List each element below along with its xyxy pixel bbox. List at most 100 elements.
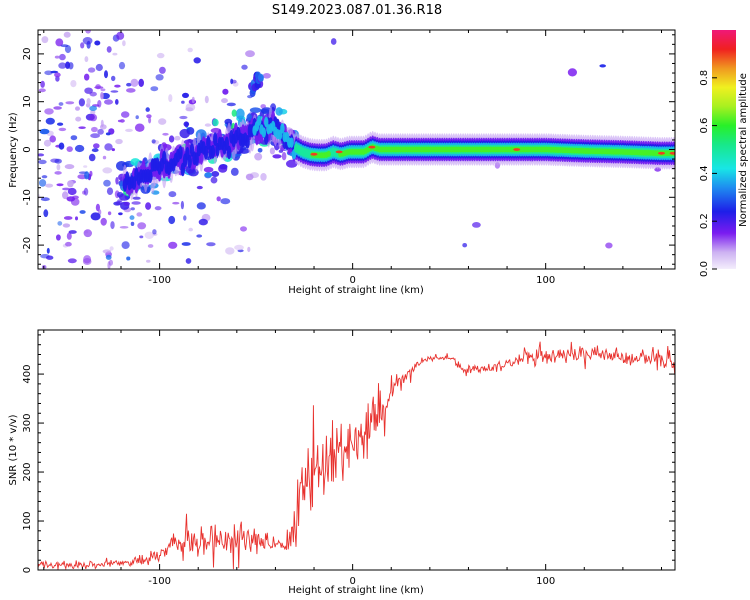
spectrogram-noise-blob [126, 256, 131, 261]
spectrogram-noise-blob [135, 115, 139, 120]
spectrogram-noise-blob [108, 259, 113, 266]
spectrogram-noise-blob [102, 155, 107, 160]
spectrogram-ridge-cell [203, 145, 209, 160]
spectrogram-noise-blob [89, 105, 97, 111]
spectrogram-x-tick-label: 0 [349, 275, 355, 286]
spectrogram-branch-blob [286, 159, 298, 168]
spectrogram-noise-blob [90, 212, 101, 221]
spectrogram-peak-cell [669, 151, 675, 155]
colorbar-gradient [712, 30, 736, 269]
spectrogram-noise-blob [43, 139, 52, 147]
spectrogram-noise-blob [148, 117, 152, 124]
spectrogram-noise-blob [130, 221, 135, 226]
spectrogram-branch-blob [275, 107, 283, 116]
spectrogram-y-tick-label: 0 [22, 146, 33, 152]
snr-frame [37, 329, 676, 571]
spectrogram-noise-blob [184, 121, 189, 128]
spectrogram-noise-blob [59, 53, 66, 61]
spectrogram-noise-blob [118, 61, 126, 70]
spectrogram-noise-blob [67, 258, 77, 264]
spectrogram-noise-blob [84, 87, 93, 94]
spectrogram-noise-blob [168, 191, 177, 198]
spectrogram-branch-blob [123, 201, 130, 206]
spectrogram-ridge-cell [187, 154, 192, 169]
snr-y-tick-label: 100 [22, 511, 33, 530]
spectrogram-noise-blob [65, 101, 75, 105]
spectrogram-branch-blob [179, 128, 190, 139]
spectrogram-noise-blob [112, 52, 118, 56]
spectrogram-noise-blob [89, 91, 97, 97]
spectrogram-branch-blob [204, 172, 213, 178]
spectrogram-noise-blob [84, 171, 90, 180]
spectrogram-noise-blob [84, 56, 89, 63]
spectrogram-noise-blob [145, 107, 150, 112]
spectrogram-noise-blob [134, 123, 145, 132]
spectrogram-branch-blob [257, 148, 263, 153]
spectrogram-noise-blob [272, 154, 282, 159]
colorbar-ticks: 0.0 0.2 0.4 0.6 0.8 [699, 70, 717, 277]
colorbar-tick-label: 0.2 [699, 213, 710, 229]
spectrogram-noise-blob [54, 171, 62, 175]
spectrogram-noise-blob [130, 78, 139, 87]
spectrogram-noise-blob [94, 40, 101, 46]
spectrogram-noise-blob [115, 99, 119, 105]
spectrogram-noise-blob [56, 234, 61, 241]
spectrogram-noise-blob [66, 232, 72, 240]
spectrogram-noise-blob [111, 75, 116, 82]
spectrogram-noise-blob [88, 153, 96, 162]
spectrogram-branch-blob [235, 108, 245, 120]
spectrogram-noise-blob [221, 98, 228, 104]
spectrogram-noise-blob [472, 222, 481, 228]
spectrogram-noise-blob [46, 247, 50, 254]
spectrogram-noise-blob [95, 84, 101, 90]
spectrogram-noise-blob [226, 102, 236, 107]
spectrogram-noise-blob [187, 47, 193, 53]
spectrogram-noise-blob [158, 118, 167, 125]
spectrogram-noise-blob [172, 201, 180, 205]
spectrogram-noise-blob [66, 146, 73, 153]
spectrogram-ridge-cell [326, 150, 331, 157]
spectrogram-noise-blob [118, 212, 123, 216]
spectrogram-noise-blob [567, 68, 578, 77]
spectrogram-noise-blob [46, 255, 54, 260]
spectrogram-x-tick-label: 100 [536, 275, 555, 286]
spectrogram-noise-blob [44, 70, 53, 76]
colorbar-tick-label: 0.6 [699, 118, 710, 134]
spectrogram-noise-blob [38, 153, 45, 157]
spectrogram-noise-blob [104, 70, 108, 79]
spectrogram-noise-blob [79, 210, 86, 214]
spectrogram-noise-blob [193, 57, 201, 64]
spectrogram-noise-blob [162, 132, 169, 136]
spectrogram-noise-blob [95, 63, 103, 72]
spectrogram-noise-blob [49, 135, 56, 143]
spectrogram-noise-blob [45, 117, 55, 125]
spectrogram-noise-blob [126, 82, 132, 87]
spectrogram-noise-blob [211, 171, 220, 177]
spectrogram-noise-blob [91, 126, 98, 133]
spectrogram-noise-blob [599, 64, 606, 68]
spectrogram-ridge-cell [178, 145, 183, 160]
spectrogram-noise-blob [84, 73, 90, 81]
spectrogram-noise-blob [144, 231, 154, 239]
spectrogram-noise-blob [89, 170, 93, 177]
spectrogram-noise-blob [102, 167, 113, 174]
spectrogram-noise-blob [105, 132, 111, 136]
spectrogram-noise-blob [216, 196, 221, 202]
spectrogram-branch-blob [246, 113, 253, 121]
spectrogram-noise-blob [222, 88, 229, 95]
spectrogram-noise-blob [182, 92, 189, 98]
spectrogram-noise-blob [121, 241, 130, 250]
spectrogram-noise-blob [43, 209, 49, 218]
spectrogram-noise-blob [68, 62, 74, 70]
spectrogram-noise-blob [245, 173, 254, 181]
snr-x-tick-label: 0 [349, 576, 355, 587]
spectrogram-noise-blob [121, 111, 130, 118]
spectrogram-noise-blob [97, 128, 104, 135]
spectrogram-noise-blob [204, 95, 209, 104]
spectrogram-noise-blob [104, 99, 113, 105]
spectrogram-noise-blob [38, 88, 46, 93]
spectrogram-peak-cell [368, 145, 376, 149]
spectrogram-noise-blob [129, 215, 135, 220]
